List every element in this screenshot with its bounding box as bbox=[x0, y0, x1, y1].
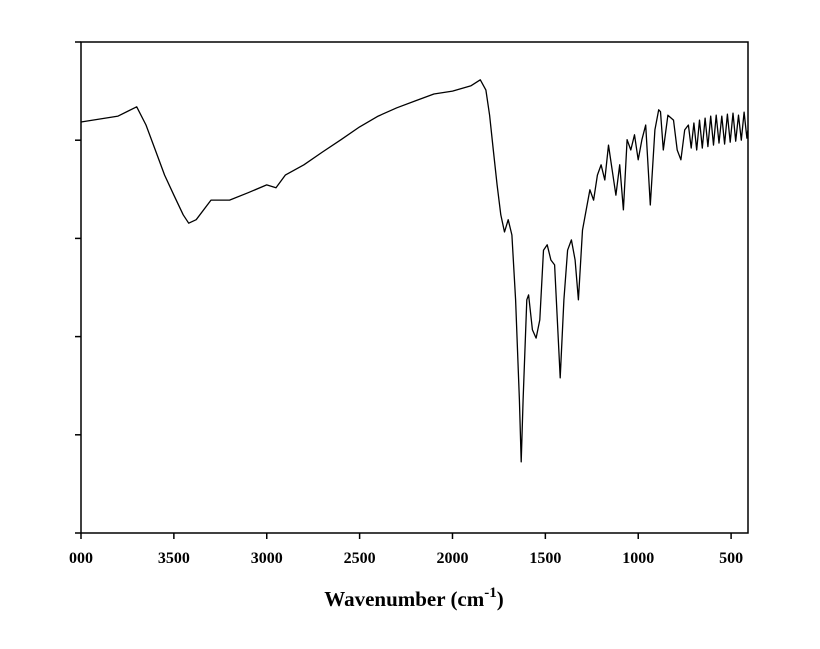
spectrum-line bbox=[80, 79, 749, 463]
x-axis-label-sup: -1 bbox=[484, 585, 497, 601]
x-axis-label-main: Wavenumber (cm bbox=[324, 587, 485, 611]
x-tick-label: 3000 bbox=[251, 550, 283, 567]
x-tick-label: 1000 bbox=[622, 550, 654, 567]
x-axis-label-tail: ) bbox=[497, 587, 504, 611]
x-axis-label: Wavenumber (cm-1) bbox=[324, 585, 504, 611]
x-tick-label: 000 bbox=[69, 550, 93, 567]
x-tick-label: 2000 bbox=[436, 550, 468, 567]
x-tick-label: 3500 bbox=[158, 550, 190, 567]
x-tick-label: 1500 bbox=[529, 550, 561, 567]
x-tick-label: 500 bbox=[719, 550, 743, 567]
plot-frame bbox=[80, 41, 749, 534]
x-tick-label: 2500 bbox=[344, 550, 376, 567]
